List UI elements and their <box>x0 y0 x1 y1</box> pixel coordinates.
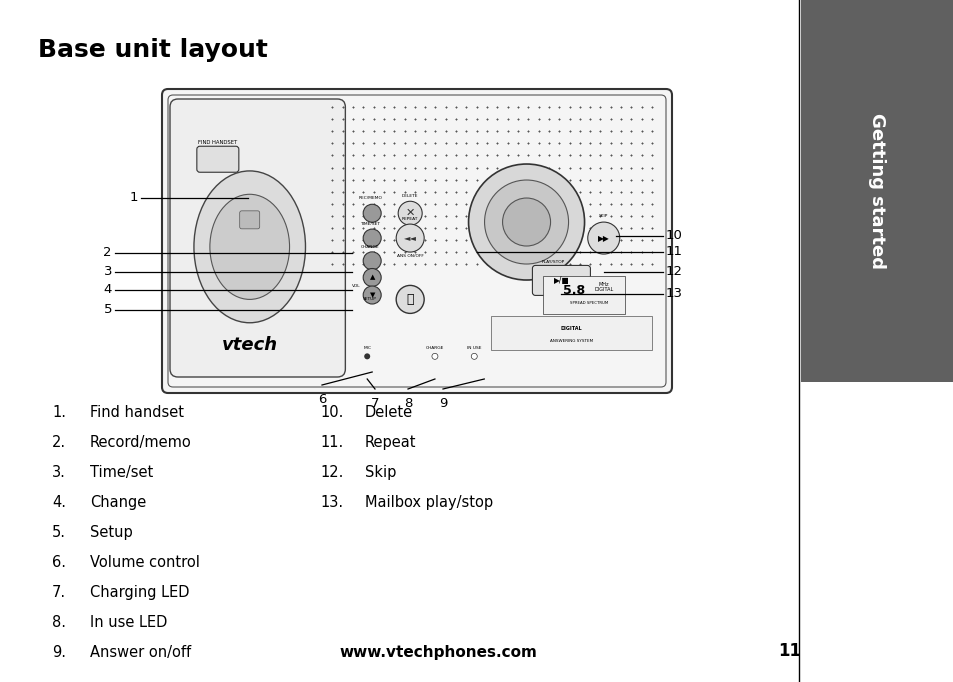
Text: 12: 12 <box>665 265 682 278</box>
Text: In use LED: In use LED <box>90 615 167 630</box>
Text: REC/MEMO: REC/MEMO <box>358 196 382 201</box>
Text: 6: 6 <box>317 393 326 406</box>
Text: Answer on/off: Answer on/off <box>90 645 191 660</box>
Text: ✕: ✕ <box>405 208 415 218</box>
FancyBboxPatch shape <box>532 265 590 295</box>
Text: Record/memo: Record/memo <box>90 435 192 450</box>
Text: 6.: 6. <box>52 555 66 570</box>
Text: Repeat: Repeat <box>365 435 416 450</box>
Text: DELETE: DELETE <box>401 194 418 198</box>
Text: 7.: 7. <box>52 585 66 600</box>
Circle shape <box>395 224 424 252</box>
Text: ⏻: ⏻ <box>406 293 414 306</box>
Circle shape <box>363 269 381 286</box>
Text: MIC: MIC <box>363 346 371 350</box>
FancyBboxPatch shape <box>170 99 345 377</box>
Text: REPEAT: REPEAT <box>401 217 418 221</box>
Circle shape <box>502 198 550 246</box>
Text: 3.: 3. <box>52 465 66 480</box>
FancyBboxPatch shape <box>162 89 671 393</box>
Text: 2: 2 <box>103 246 112 259</box>
Text: 2.: 2. <box>52 435 66 450</box>
Text: www.vtechphones.com: www.vtechphones.com <box>339 645 537 660</box>
Text: vtech: vtech <box>221 336 277 354</box>
Text: 10.: 10. <box>319 405 343 420</box>
Text: CHARGE: CHARGE <box>425 346 444 350</box>
Text: Skip: Skip <box>365 465 395 480</box>
FancyBboxPatch shape <box>168 95 665 387</box>
Text: TIME/SET: TIME/SET <box>360 222 380 226</box>
Text: 12.: 12. <box>319 465 343 480</box>
Text: Time/set: Time/set <box>90 465 153 480</box>
FancyBboxPatch shape <box>490 316 652 350</box>
Text: 11: 11 <box>665 246 682 258</box>
Text: 9.: 9. <box>52 645 66 660</box>
Circle shape <box>484 180 568 264</box>
Text: 8.: 8. <box>52 615 66 630</box>
Text: ▶▶: ▶▶ <box>598 233 609 243</box>
Text: 11.: 11. <box>319 435 343 450</box>
Text: Charging LED: Charging LED <box>90 585 190 600</box>
Text: SETUP: SETUP <box>363 297 376 301</box>
Circle shape <box>363 252 381 270</box>
Text: MHz
DIGITAL: MHz DIGITAL <box>594 282 613 293</box>
Text: ▼: ▼ <box>369 292 375 298</box>
Text: 4.: 4. <box>52 495 66 510</box>
Text: SPREAD SPECTRUM: SPREAD SPECTRUM <box>569 301 607 305</box>
Text: SKIP: SKIP <box>598 214 608 218</box>
Text: Base unit layout: Base unit layout <box>38 38 268 62</box>
Ellipse shape <box>193 171 305 323</box>
Text: 5: 5 <box>103 303 112 316</box>
Text: ANSWERING SYSTEM: ANSWERING SYSTEM <box>549 339 593 343</box>
Text: Find handset: Find handset <box>90 405 184 420</box>
Text: 1: 1 <box>130 192 138 205</box>
Text: 8: 8 <box>403 397 412 410</box>
Circle shape <box>432 353 437 359</box>
Text: Volume control: Volume control <box>90 555 200 570</box>
FancyBboxPatch shape <box>239 211 259 229</box>
Circle shape <box>397 201 422 225</box>
FancyBboxPatch shape <box>542 276 624 314</box>
Text: 5.: 5. <box>52 525 66 540</box>
Text: Mailbox play/stop: Mailbox play/stop <box>365 495 493 510</box>
Text: IN USE: IN USE <box>467 346 481 350</box>
Text: 7: 7 <box>371 397 379 410</box>
Text: PLAY/STOP: PLAY/STOP <box>541 261 564 265</box>
Circle shape <box>364 353 370 359</box>
Text: DIGITAL: DIGITAL <box>560 327 581 331</box>
Text: Getting started: Getting started <box>867 113 884 269</box>
Text: ANS ON/OFF: ANS ON/OFF <box>396 254 423 258</box>
Text: 5.8: 5.8 <box>562 284 584 297</box>
Text: 13.: 13. <box>319 495 343 510</box>
Bar <box>801 0 953 382</box>
Text: FIND HANDSET: FIND HANDSET <box>198 140 237 145</box>
Circle shape <box>363 205 381 222</box>
Text: 1.: 1. <box>52 405 66 420</box>
Circle shape <box>587 222 619 254</box>
Circle shape <box>395 285 424 314</box>
Text: Delete: Delete <box>365 405 413 420</box>
FancyBboxPatch shape <box>196 146 238 173</box>
Text: 13: 13 <box>665 288 682 301</box>
Text: ◄◄: ◄◄ <box>403 233 416 243</box>
Circle shape <box>468 164 584 280</box>
Circle shape <box>363 286 381 304</box>
Text: VOL: VOL <box>352 284 360 288</box>
Text: ▲: ▲ <box>369 274 375 280</box>
Text: Change: Change <box>90 495 146 510</box>
Text: CHANGE: CHANGE <box>360 245 379 249</box>
Text: 10: 10 <box>665 230 682 243</box>
Text: 9: 9 <box>438 397 447 410</box>
Ellipse shape <box>210 194 290 299</box>
Circle shape <box>471 353 476 359</box>
Text: ▶/■: ▶/■ <box>553 276 569 285</box>
Text: 11: 11 <box>777 642 801 660</box>
Text: 4: 4 <box>104 284 112 297</box>
Text: Setup: Setup <box>90 525 132 540</box>
Circle shape <box>363 229 381 247</box>
Text: 3: 3 <box>103 265 112 278</box>
